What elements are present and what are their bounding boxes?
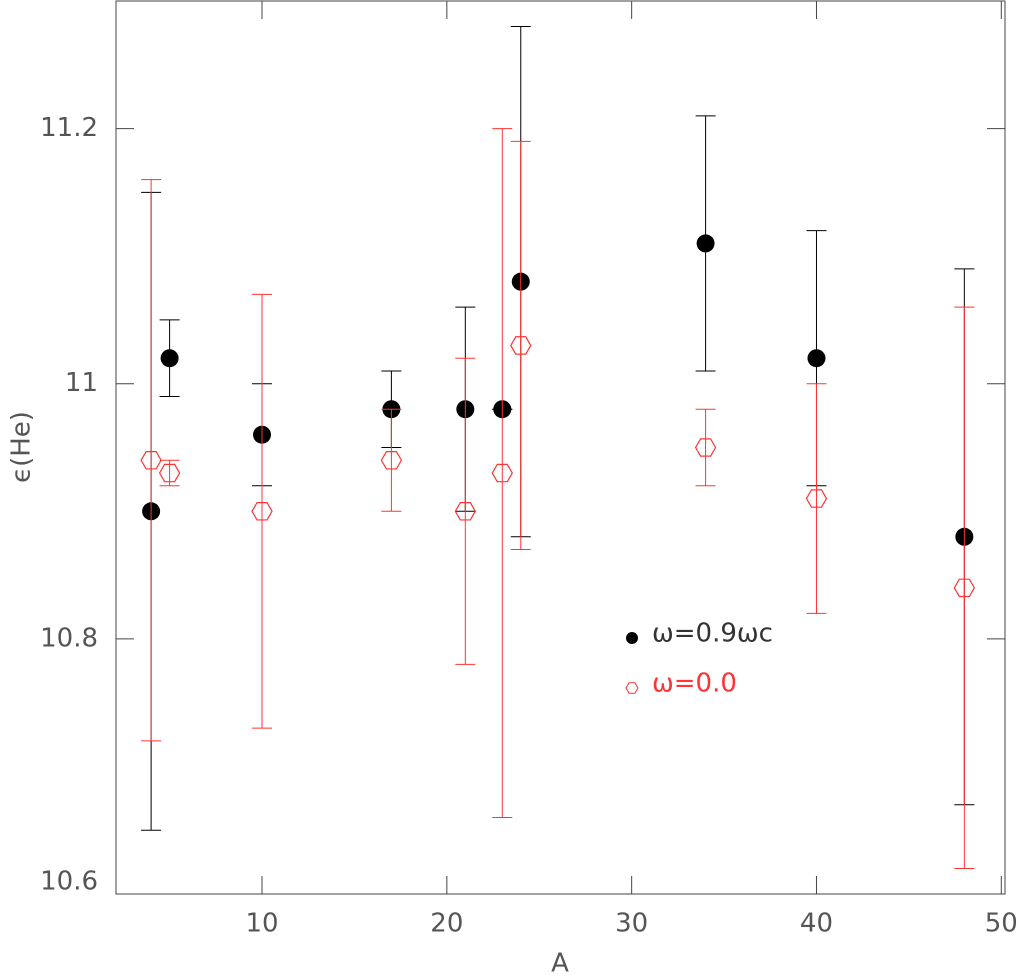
- point: [510, 336, 532, 355]
- point: [491, 463, 513, 483]
- point: [158, 463, 181, 483]
- error-bar: [492, 128, 513, 818]
- point: [805, 489, 828, 508]
- error-bar: [806, 383, 827, 614]
- y-axis-label: ϵ(He): [7, 411, 37, 483]
- x-tick-label: 20: [430, 909, 463, 939]
- x-tick-label: 30: [615, 909, 648, 939]
- legend-marker: [626, 632, 638, 644]
- point: [953, 578, 976, 598]
- error-bar: [381, 408, 402, 512]
- point: [380, 450, 403, 470]
- point: [454, 502, 477, 521]
- error-bar: [954, 306, 975, 869]
- x-tick-label: 50: [985, 909, 1018, 939]
- plot-frame: [115, 0, 1006, 895]
- point: [694, 438, 717, 457]
- error-bar: [252, 293, 273, 729]
- y-tick-label: 11.2: [40, 113, 98, 143]
- y-tick-label: 11: [65, 368, 98, 398]
- x-tick-label: 10: [245, 909, 278, 939]
- point: [160, 349, 179, 368]
- legend-label: ω=0.0: [652, 669, 737, 699]
- error-bar: [141, 179, 162, 742]
- x-tick-label: 40: [800, 909, 833, 939]
- legend-label: ω=0.9ωc: [652, 619, 773, 649]
- y-tick-label: 10.8: [40, 623, 98, 653]
- x-axis-label: A: [551, 949, 569, 979]
- error-bar: [455, 357, 476, 665]
- y-tick-label: 10.6: [40, 867, 98, 897]
- point: [140, 450, 162, 470]
- error-bar: [695, 408, 716, 487]
- point: [251, 502, 273, 521]
- legend-marker: [625, 682, 639, 694]
- point: [696, 234, 715, 253]
- error-bar: [510, 140, 531, 551]
- point: [807, 349, 826, 368]
